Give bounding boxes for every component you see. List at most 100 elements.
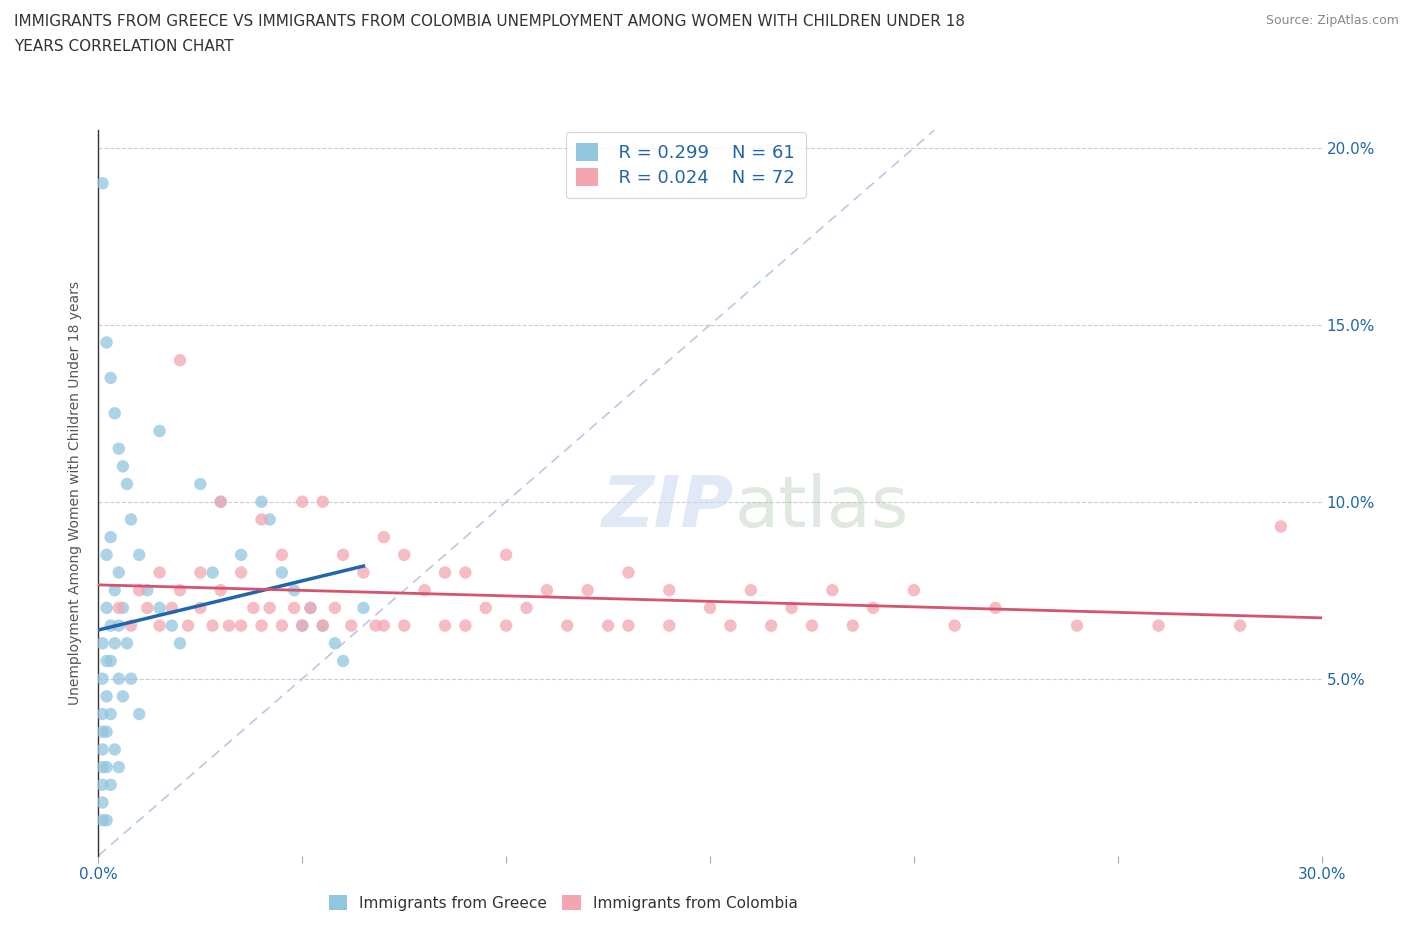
Point — [115, 636, 138, 651]
Y-axis label: Unemployment Among Women with Children Under 18 years: Unemployment Among Women with Children U… — [69, 281, 83, 705]
Point — [340, 618, 363, 633]
Point — [291, 618, 314, 633]
Point — [108, 441, 131, 456]
Point — [104, 583, 127, 598]
Point — [821, 583, 844, 598]
Point — [495, 548, 517, 563]
Point — [100, 370, 122, 385]
Point — [270, 548, 294, 563]
Point — [364, 618, 387, 633]
Point — [1229, 618, 1251, 633]
Point — [658, 583, 681, 598]
Point — [177, 618, 200, 633]
Point — [149, 565, 172, 580]
Point — [270, 618, 294, 633]
Point — [218, 618, 240, 633]
Point — [96, 813, 118, 828]
Point — [104, 405, 127, 420]
Point — [536, 583, 558, 598]
Text: YEARS CORRELATION CHART: YEARS CORRELATION CHART — [14, 39, 233, 54]
Point — [111, 601, 134, 616]
Point — [259, 601, 281, 616]
Point — [454, 565, 477, 580]
Point — [283, 583, 305, 598]
Text: ZIP: ZIP — [602, 473, 734, 542]
Point — [169, 636, 191, 651]
Point — [120, 512, 142, 527]
Point — [740, 583, 762, 598]
Point — [617, 565, 640, 580]
Point — [474, 601, 498, 616]
Point — [373, 618, 395, 633]
Point — [250, 618, 273, 633]
Point — [111, 458, 134, 473]
Point — [108, 565, 131, 580]
Point — [128, 707, 150, 722]
Point — [291, 618, 314, 633]
Point — [1147, 618, 1170, 633]
Point — [270, 565, 294, 580]
Point — [100, 654, 122, 669]
Point — [91, 671, 114, 686]
Point — [100, 777, 122, 792]
Point — [291, 495, 314, 510]
Point — [323, 601, 346, 616]
Point — [617, 618, 640, 633]
Point — [100, 618, 122, 633]
Point — [120, 618, 142, 633]
Point — [91, 707, 114, 722]
Point — [108, 618, 131, 633]
Point — [188, 601, 212, 616]
Point — [104, 636, 127, 651]
Point — [96, 548, 118, 563]
Point — [188, 476, 212, 491]
Point — [332, 654, 354, 669]
Point — [576, 583, 599, 598]
Point — [352, 601, 374, 616]
Point — [323, 636, 346, 651]
Point — [136, 583, 159, 598]
Point — [352, 565, 374, 580]
Point — [169, 583, 191, 598]
Point — [454, 618, 477, 633]
Point — [259, 512, 281, 527]
Point — [201, 618, 224, 633]
Point — [903, 583, 925, 598]
Point — [128, 583, 150, 598]
Point — [91, 795, 114, 810]
Point — [434, 618, 457, 633]
Point — [720, 618, 742, 633]
Point — [250, 495, 273, 510]
Point — [862, 601, 884, 616]
Point — [96, 689, 118, 704]
Point — [149, 618, 172, 633]
Point — [780, 601, 803, 616]
Point — [312, 618, 335, 633]
Point — [91, 724, 114, 739]
Point — [160, 618, 183, 633]
Point — [96, 335, 118, 350]
Text: Source: ZipAtlas.com: Source: ZipAtlas.com — [1265, 14, 1399, 27]
Point — [209, 495, 232, 510]
Point — [209, 495, 232, 510]
Point — [231, 565, 253, 580]
Point — [91, 813, 114, 828]
Point — [96, 760, 118, 775]
Point — [373, 530, 395, 545]
Point — [128, 548, 150, 563]
Text: IMMIGRANTS FROM GREECE VS IMMIGRANTS FROM COLOMBIA UNEMPLOYMENT AMONG WOMEN WITH: IMMIGRANTS FROM GREECE VS IMMIGRANTS FRO… — [14, 14, 965, 29]
Point — [111, 689, 134, 704]
Point — [149, 423, 172, 438]
Point — [91, 176, 114, 191]
Point — [120, 671, 142, 686]
Point — [434, 565, 457, 580]
Point — [943, 618, 966, 633]
Point — [841, 618, 863, 633]
Point — [96, 654, 118, 669]
Point — [108, 601, 131, 616]
Point — [312, 618, 335, 633]
Point — [516, 601, 538, 616]
Point — [108, 671, 131, 686]
Point — [169, 352, 191, 367]
Point — [242, 601, 264, 616]
